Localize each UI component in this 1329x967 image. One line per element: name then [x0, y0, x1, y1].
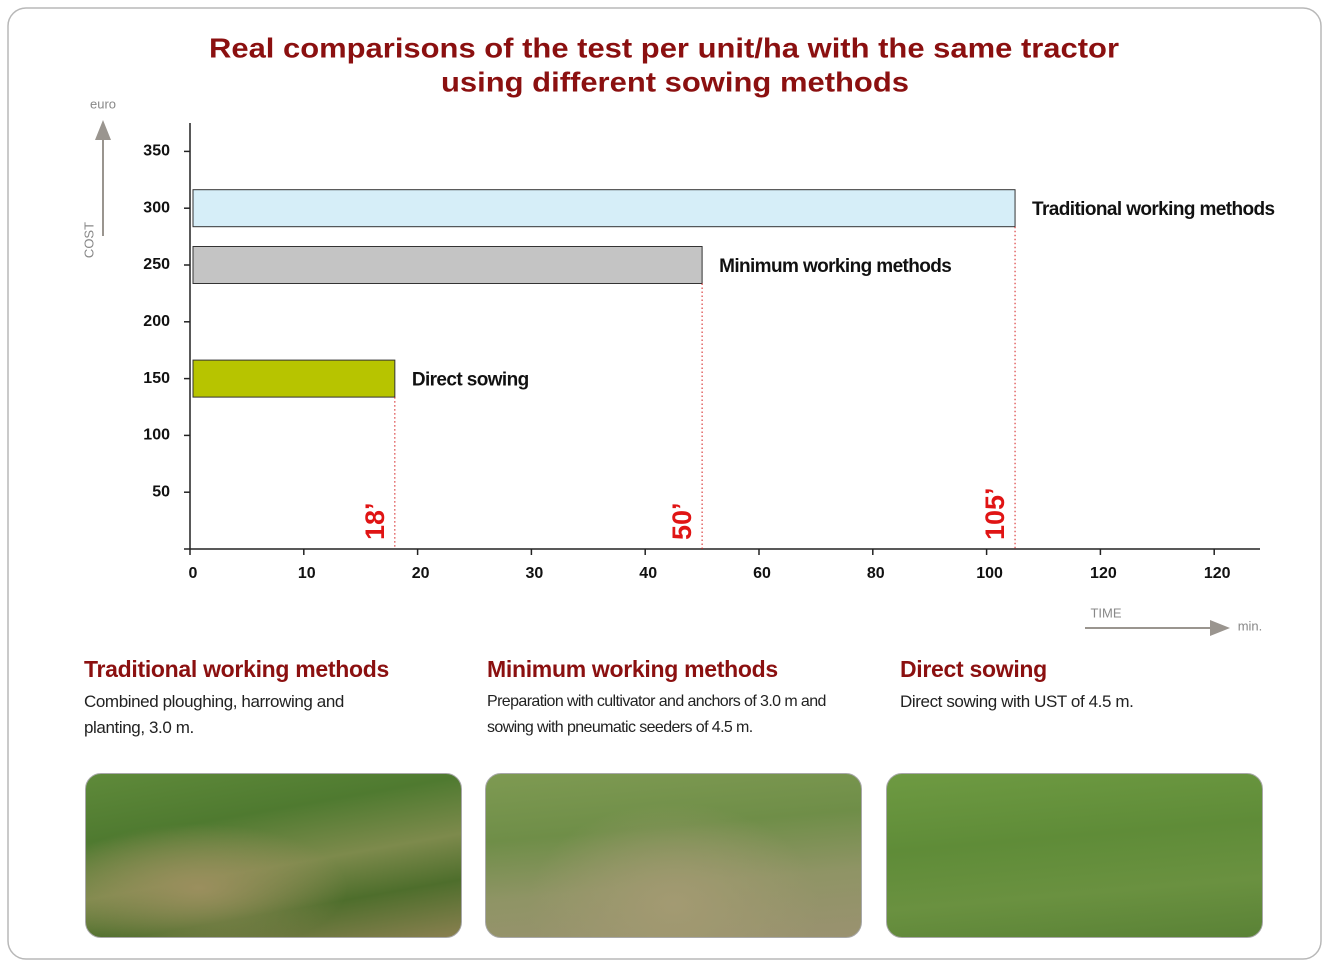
method-title: Direct sowing [900, 656, 1047, 682]
field-photo [85, 773, 462, 938]
method-panel: Direct sowing Direct sowing with UST of 4… [900, 656, 1285, 715]
x-tick-label: 30 [526, 565, 544, 582]
method-panel: Traditional working methods Combined plou… [84, 656, 469, 741]
method-panel: Minimum working methods Preparation with … [487, 656, 872, 741]
bar [192, 359, 396, 398]
x-tick-label: 10 [298, 565, 316, 582]
field-photo [886, 773, 1263, 938]
y-tick-label: 200 [143, 313, 170, 330]
y-tick-label: 250 [143, 256, 170, 273]
x-unit: min. [1238, 618, 1263, 633]
x-tick-label: 0 [189, 565, 198, 582]
method-title: Minimum working methods [487, 656, 778, 682]
y-tick-label: 50 [152, 483, 170, 500]
y-tick-label: 300 [143, 199, 170, 216]
y-tick-label: 150 [143, 370, 170, 387]
y-label: COST [81, 222, 96, 258]
bar [192, 189, 1016, 228]
x-tick-label: 40 [639, 565, 657, 582]
value-label: 18’ [360, 502, 390, 540]
y-tick-label: 350 [143, 143, 170, 160]
y-tick-label: 100 [143, 427, 170, 444]
value-label: 50’ [667, 502, 697, 540]
bar [192, 246, 703, 284]
x-tick-label: 120 [1204, 565, 1231, 582]
method-description: Preparation with cultivator and anchors … [487, 693, 826, 736]
y-unit: euro [90, 96, 116, 111]
field-photo [485, 773, 862, 938]
bar-label: Minimum working methods [719, 256, 951, 277]
x-tick-label: 60 [753, 565, 771, 582]
x-tick-label: 80 [867, 565, 885, 582]
bar-label: Direct sowing [412, 370, 529, 391]
method-title: Traditional working methods [84, 656, 389, 682]
x-tick-label: 100 [976, 565, 1003, 582]
x-tick-label: 20 [412, 565, 430, 582]
value-label: 105’ [980, 487, 1010, 540]
x-tick-label: 120 [1090, 565, 1117, 582]
method-description: Direct sowing with UST of 4.5 m. [900, 692, 1134, 711]
chart-title: Real comparisons of the test per unit/ha… [209, 32, 1119, 63]
chart-title: using different sowing methods [441, 66, 909, 97]
x-label: TIME [1090, 605, 1121, 620]
method-description: Combined ploughing, harrowing and planti… [84, 692, 344, 737]
frame [7, 7, 1322, 960]
bar-label: Traditional working methods [1032, 199, 1274, 220]
